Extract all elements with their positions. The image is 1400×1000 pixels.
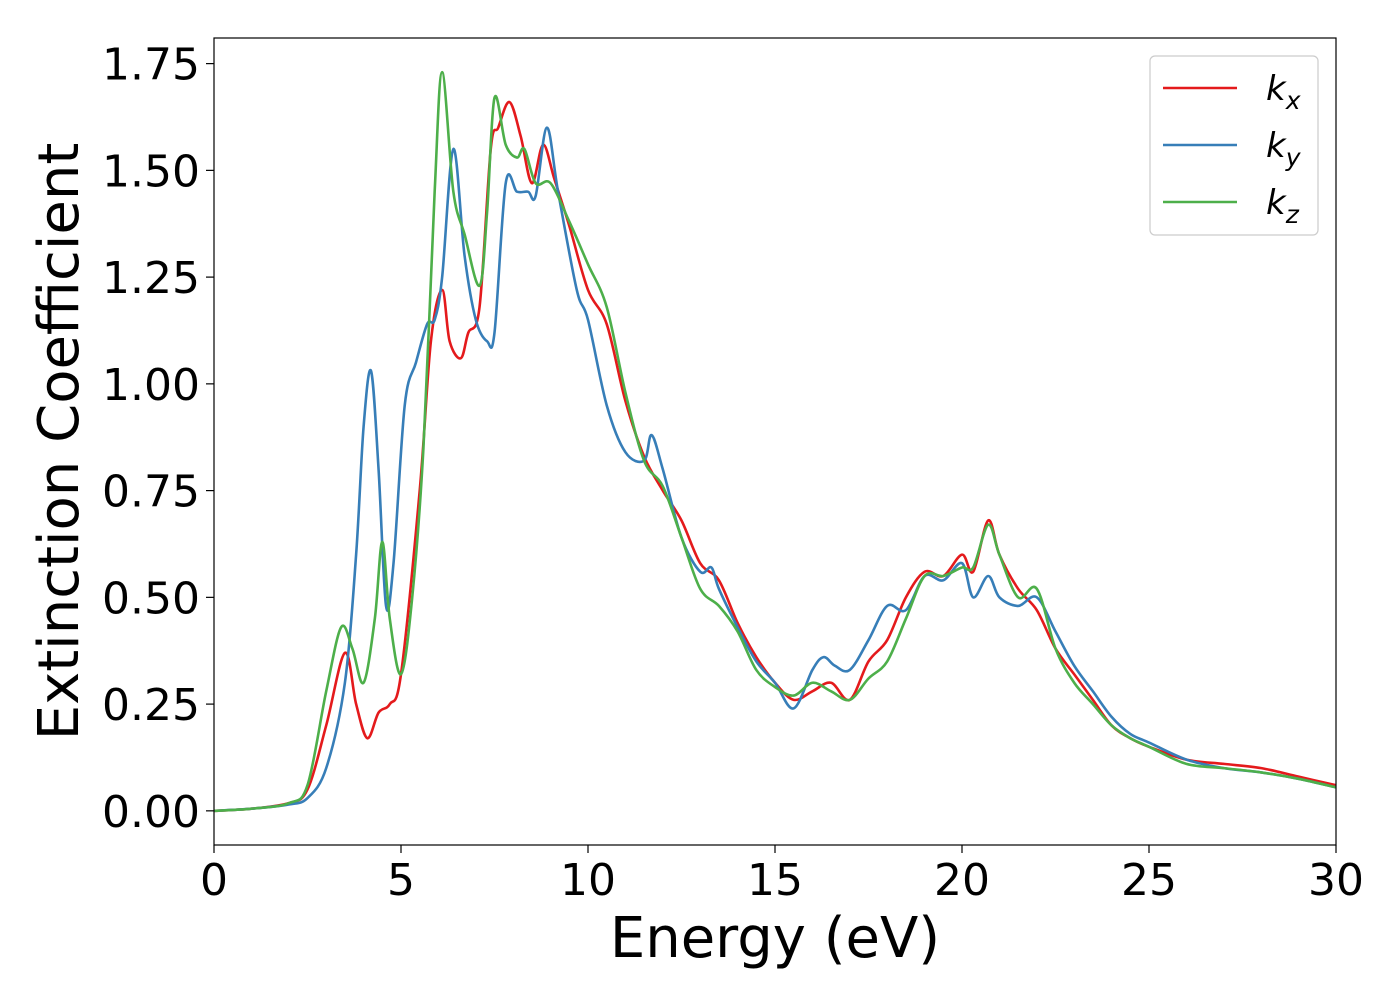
series-line-k-x	[214, 100, 1336, 813]
x-tick-label: 25	[1121, 855, 1177, 906]
legend: kx ky kz	[1149, 55, 1319, 236]
y-tick-label: 1.75	[102, 40, 200, 91]
y-tick-label: 0.50	[102, 573, 200, 624]
x-tick-label: 0	[200, 855, 228, 906]
y-tick-label: 0.25	[102, 680, 200, 731]
y-tick-label: 0.00	[102, 787, 200, 838]
plot-area	[214, 70, 1336, 813]
x-tick-label: 15	[747, 855, 803, 906]
legend-label-k-y: ky	[1266, 126, 1302, 172]
x-axis-ticks: 0 5 10 15 20 25 30	[200, 845, 1364, 906]
series-line-k-z	[214, 70, 1336, 813]
x-tick-label: 10	[560, 855, 616, 906]
y-axis-ticks: 0.00 0.25 0.50 0.75 1.00 1.25 1.50 1.75	[102, 40, 214, 838]
legend-label-k-z: kz	[1266, 183, 1300, 229]
y-tick-label: 1.00	[102, 360, 200, 411]
series-layer	[214, 70, 1336, 813]
x-tick-label: 5	[387, 855, 415, 906]
y-tick-label: 0.75	[102, 467, 200, 518]
y-tick-label: 1.25	[102, 253, 200, 304]
x-tick-label: 20	[934, 855, 990, 906]
x-axis-title: Energy (eV)	[610, 906, 940, 971]
y-tick-label: 1.50	[102, 146, 200, 197]
x-tick-label: 30	[1308, 855, 1364, 906]
y-axis-title: Extinction Coefficient	[27, 143, 92, 741]
legend-label-k-x: kx	[1266, 69, 1301, 115]
